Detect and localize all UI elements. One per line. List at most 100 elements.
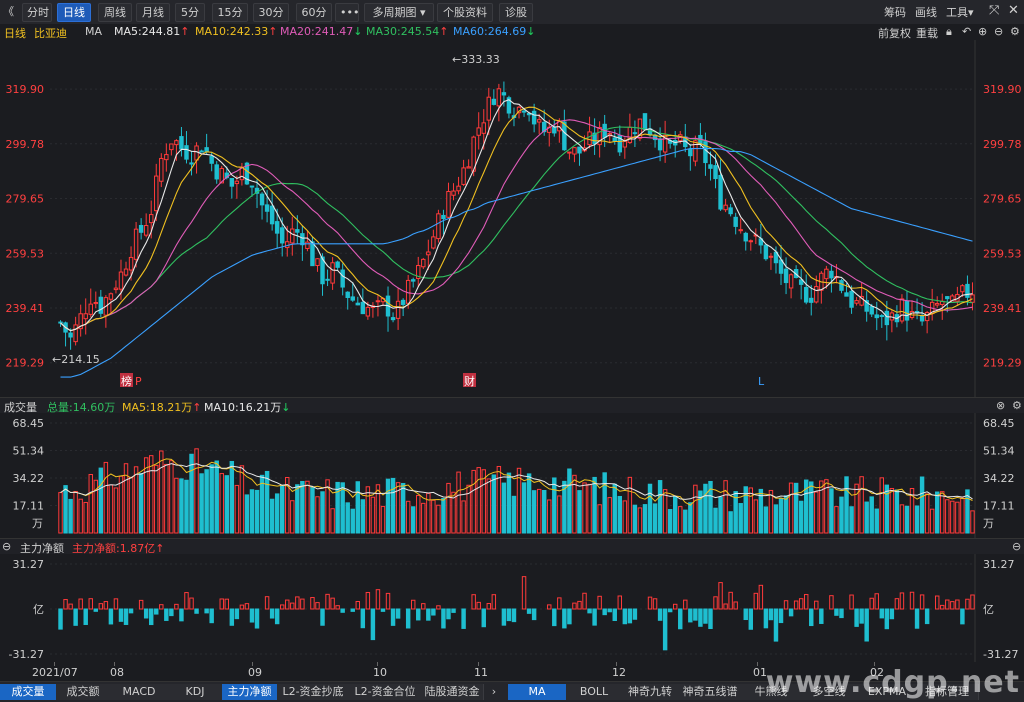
volume-bar <box>496 465 502 534</box>
candle-body <box>441 214 446 220</box>
volume-bar <box>733 491 738 534</box>
period-button-9[interactable]: 多周期图 ▾ <box>364 3 434 22</box>
volume-ma10: MA10:16.21万↓ <box>204 399 290 415</box>
flow-bar <box>819 608 824 624</box>
ma30-line <box>60 126 973 332</box>
flow-bar <box>683 599 688 610</box>
date-label: 12 <box>612 666 626 679</box>
flow-bar <box>582 592 587 610</box>
indicator-tab-7[interactable]: 陆股通资金 <box>421 684 484 700</box>
volume-bar <box>718 496 723 534</box>
undo-icon[interactable]: ↶ <box>962 25 972 38</box>
flow-bar <box>234 608 240 620</box>
flow-bar <box>723 603 728 610</box>
flow-bar <box>219 598 224 610</box>
main-flow-chart[interactable]: 31.27 31.27 亿 亿 -31.27 -31.27 <box>0 554 1024 662</box>
volume-bar <box>547 499 552 534</box>
candlestick-chart[interactable]: 319.90 319.90 299.78 299.78 279.65 279.65 259.… <box>0 40 1024 397</box>
flow-bar <box>73 608 78 626</box>
zoom-out-icon[interactable]: ⊖ <box>994 25 1004 38</box>
flow-bar <box>355 601 361 610</box>
ma10-line <box>60 106 973 332</box>
flow-bar <box>809 608 814 627</box>
flow-bar <box>965 598 970 610</box>
period-button-10[interactable]: 个股资料 <box>437 3 493 22</box>
expand-icon[interactable]: ⤧ <box>989 3 1000 18</box>
volume-bar <box>461 500 466 534</box>
period-button-1[interactable]: 日线 <box>57 3 91 22</box>
chevron-right-icon[interactable]: › <box>486 684 502 700</box>
minimize-panel-icon[interactable]: ⊖ <box>2 540 12 553</box>
lock-icon[interactable]: 🔒︎ <box>946 25 952 38</box>
overlay-tab-1[interactable]: BOLL <box>566 684 623 700</box>
volume-bar <box>229 460 235 534</box>
draw-line-button[interactable]: 画线 <box>915 6 937 19</box>
volume-chart[interactable]: 68.45 68.45 51.34 51.34 34.22 34.22 17.11 17.11… <box>0 413 1024 538</box>
down-arrow-icon: ↓ <box>281 401 291 414</box>
candle-body <box>219 168 224 184</box>
period-button-3[interactable]: 月线 <box>136 3 170 22</box>
overlay-tab-2[interactable]: 神奇九转 <box>622 684 679 700</box>
collapse-back-icon[interactable]: 《 <box>3 5 14 18</box>
volume-bar <box>456 471 461 534</box>
flow-bar <box>572 602 577 610</box>
period-button-2[interactable]: 周线 <box>98 3 132 22</box>
settings-gear-icon[interactable]: ⚙ <box>1012 399 1022 412</box>
overlay-tab-5[interactable]: 多空线 <box>800 684 859 700</box>
period-button-6[interactable]: 30分 <box>253 3 289 22</box>
minimize-panel-icon[interactable]: ⊖ <box>1012 540 1022 553</box>
candle-body <box>169 143 174 151</box>
flow-bar <box>587 608 592 614</box>
volume-bar <box>552 477 557 534</box>
flow-bar <box>446 608 451 620</box>
indicator-tab-3[interactable]: KDJ <box>168 684 223 700</box>
period-button-5[interactable]: 15分 <box>212 3 248 22</box>
flow-bar <box>128 608 134 614</box>
flow-bar <box>159 604 164 610</box>
period-button-11[interactable]: 诊股 <box>499 3 533 22</box>
event-marker-box <box>120 373 133 387</box>
overlay-tab-6[interactable]: EXPMA <box>858 684 917 700</box>
indicator-tab-1[interactable]: 成交额 <box>56 684 111 700</box>
candle-body <box>743 232 748 242</box>
flow-bar <box>103 601 109 610</box>
candle-body <box>824 268 829 280</box>
close-icon[interactable]: ✕ <box>1008 3 1019 18</box>
indicator-tab-6[interactable]: L2-资金合位 <box>349 684 422 700</box>
settings-gear-icon[interactable]: ⚙ <box>1010 25 1020 38</box>
zoom-in-icon[interactable]: ⊕ <box>978 25 988 38</box>
flow-bar <box>88 598 93 610</box>
flow-bar <box>960 608 965 625</box>
period-button-7[interactable]: 60分 <box>296 3 332 22</box>
flow-bar <box>602 608 607 616</box>
flow-bar <box>58 608 63 630</box>
candle-body <box>194 145 199 161</box>
flow-bar <box>154 608 159 615</box>
indicator-tab-5[interactable]: L2-资金抄底 <box>277 684 350 700</box>
candle-body <box>899 298 905 322</box>
ma-value-0: MA5:244.81↑ <box>114 25 190 38</box>
close-panel-icon[interactable]: ⊗ <box>996 399 1006 412</box>
flow-bar <box>441 608 446 629</box>
overlay-tab-7[interactable]: 指标管理 <box>916 684 979 700</box>
flow-bar <box>783 600 789 610</box>
candle-body <box>244 162 250 185</box>
ma-label: MA <box>85 25 103 38</box>
flow-bar <box>375 589 381 610</box>
candle-body <box>738 229 743 232</box>
reload-button[interactable]: 重载 <box>916 27 938 40</box>
period-button-8[interactable]: ••• <box>335 3 359 22</box>
overlay-tab-0[interactable]: MA <box>508 684 567 700</box>
indicator-tab-0[interactable]: 成交量 <box>0 684 57 700</box>
date-label: 02 <box>870 666 884 679</box>
period-button-0[interactable]: 分时 <box>22 3 52 22</box>
tools-button[interactable]: 工具▾ <box>946 4 974 20</box>
candle-body <box>486 96 492 121</box>
overlay-tab-3[interactable]: 神奇五线谱 <box>678 684 743 700</box>
indicator-tab-2[interactable]: MACD <box>110 684 169 700</box>
restore-right-button[interactable]: 前复权 <box>878 27 911 40</box>
period-button-4[interactable]: 5分 <box>175 3 205 22</box>
chip-distribution-button[interactable]: 筹码 <box>884 6 906 19</box>
candle-body <box>960 285 965 293</box>
indicator-tab-4[interactable]: 主力净额 <box>222 684 278 700</box>
